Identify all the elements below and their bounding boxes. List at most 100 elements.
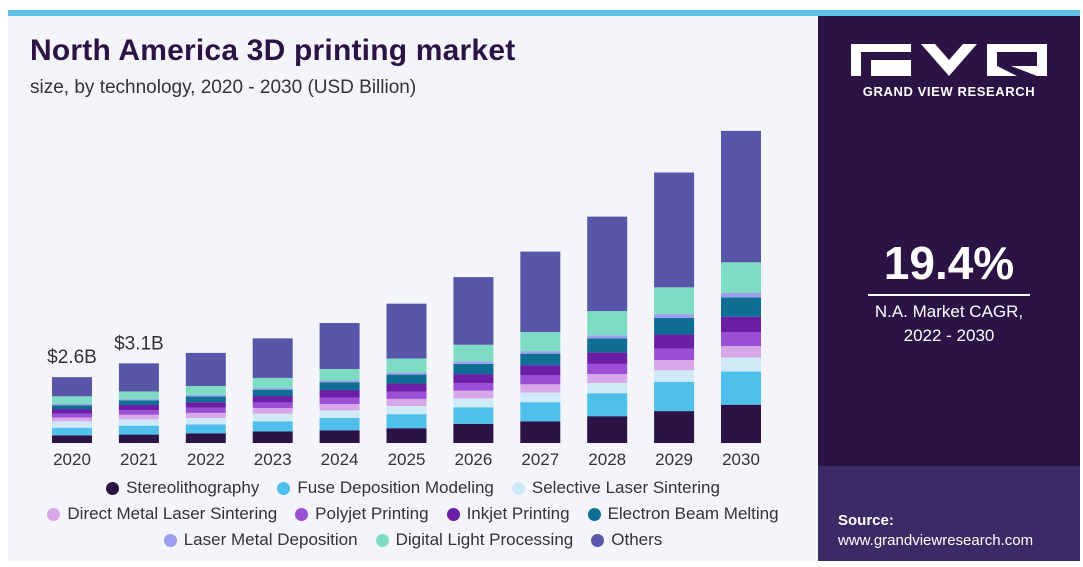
stacked-bar-chart: 2020 2021 2022 2023 2024 2025 2026 2027 2028 2029… [47, 130, 761, 469]
bar-segment [453, 361, 494, 364]
bar-segment [587, 352, 628, 364]
bar-segment [654, 411, 695, 443]
cagr-divider [868, 294, 1030, 296]
bar-segment [587, 393, 628, 417]
data-label: $2.6B [47, 347, 97, 368]
legend-label: Stereolithography [126, 478, 260, 497]
legend-row: Stereolithography Fuse Deposition Modelin… [8, 478, 818, 498]
x-tick-label: 2023 [254, 450, 292, 469]
bar-segment [52, 409, 92, 414]
legend-swatch [446, 507, 460, 521]
cagr-label-line2: 2022 - 2030 [903, 326, 995, 345]
bar-segment [386, 428, 427, 443]
bar-segment [386, 391, 427, 399]
bar-segment [185, 412, 226, 418]
bar-segment [252, 408, 293, 414]
bar-segment [52, 403, 92, 406]
bar-segment [721, 357, 761, 372]
bar-segment [185, 396, 226, 403]
bar-segment [252, 413, 293, 422]
bar-segment [520, 351, 561, 354]
bar-segment [654, 360, 695, 371]
legend-item: Stereolithography [106, 478, 259, 498]
legend-item: Electron Beam Melting [587, 504, 779, 524]
cagr-label: N.A. Market CAGR, 2022 - 2030 [818, 300, 1080, 348]
bar-segment [118, 425, 159, 435]
bar-segment [185, 417, 226, 425]
bar-segment [386, 414, 427, 429]
bar-segment [319, 380, 360, 383]
bar-segment [52, 405, 92, 410]
bar-segment [252, 338, 293, 378]
legend-label: Laser Metal Deposition [183, 530, 358, 549]
bar-segment [52, 421, 92, 428]
legend-swatch [106, 481, 120, 495]
bar-segment [252, 396, 293, 403]
bar-segment [52, 435, 92, 443]
bar-segment [654, 287, 695, 315]
bar-segment [520, 365, 561, 376]
bar-segment [118, 410, 159, 415]
legend-label: Electron Beam Melting [607, 504, 779, 523]
top-accent-bar [8, 10, 1080, 16]
bar-segment [118, 400, 159, 405]
legend-swatch [47, 507, 61, 521]
bar-segment [319, 382, 360, 390]
x-tick-label: 2021 [120, 450, 158, 469]
data-label: $3.1B [114, 333, 164, 354]
bar-segment [118, 434, 159, 443]
brand-name: GRAND VIEW RESEARCH [862, 84, 1036, 99]
bar-segment [252, 431, 293, 443]
bar-segment [453, 398, 494, 408]
source-link[interactable]: www.grandviewresearch.com [838, 532, 1034, 549]
legend-row: Laser Metal Deposition Digital Light Proc… [8, 530, 818, 550]
bar-segment [520, 421, 561, 443]
legend-swatch [375, 533, 389, 547]
legend-item: Selective Laser Sintering [511, 478, 720, 498]
bar-segment [587, 363, 628, 375]
bar-segment [654, 317, 695, 335]
bar-segment [520, 402, 561, 422]
x-tick-label: 2024 [321, 450, 359, 469]
bar-segment [520, 375, 561, 385]
bar-segment [587, 374, 628, 384]
legend-item: Polyjet Printing [295, 504, 429, 524]
bar-segment [118, 414, 159, 420]
legend-row: Direct Metal Laser Sintering Polyjet Prin… [8, 504, 818, 524]
bar-segment [654, 172, 695, 288]
bar-segment [453, 390, 494, 399]
legend-swatch [277, 481, 291, 495]
bar-segment [52, 413, 92, 418]
bar-segment [721, 371, 761, 405]
bar-segment [386, 358, 427, 373]
bar-segment [587, 216, 628, 312]
bar-segment [185, 402, 226, 408]
source-box [818, 466, 1080, 561]
cagr-label-line1: N.A. Market CAGR, [874, 302, 1024, 321]
legend-label: Selective Laser Sintering [531, 478, 720, 497]
bar-segment [185, 424, 226, 434]
legend-label: Digital Light Processing [395, 530, 574, 549]
bar-segment [654, 370, 695, 382]
bar-segment [520, 384, 561, 393]
legend-item: Inkjet Printing [446, 504, 570, 524]
legend-label: Polyjet Printing [315, 504, 429, 523]
bar-segment [654, 314, 695, 318]
bar-segment [319, 397, 360, 404]
bar-segment [252, 402, 293, 409]
x-tick-label: 2026 [454, 450, 492, 469]
bar-segment [654, 381, 695, 412]
x-tick-label: 2029 [655, 450, 693, 469]
bar-segment [721, 292, 761, 298]
x-tick-label: 2028 [588, 450, 626, 469]
bar-segment [319, 403, 360, 411]
legend-label: Fuse Deposition Modeling [297, 478, 494, 497]
x-tick-label: 2025 [388, 450, 426, 469]
bar-segment [252, 388, 293, 390]
bar-segment [52, 396, 92, 404]
bar-segment [386, 398, 427, 406]
bar-segment [52, 427, 92, 436]
bar-segment [52, 417, 92, 422]
bar-segment [520, 392, 561, 403]
grand-view-research-logo-icon [851, 44, 1047, 76]
